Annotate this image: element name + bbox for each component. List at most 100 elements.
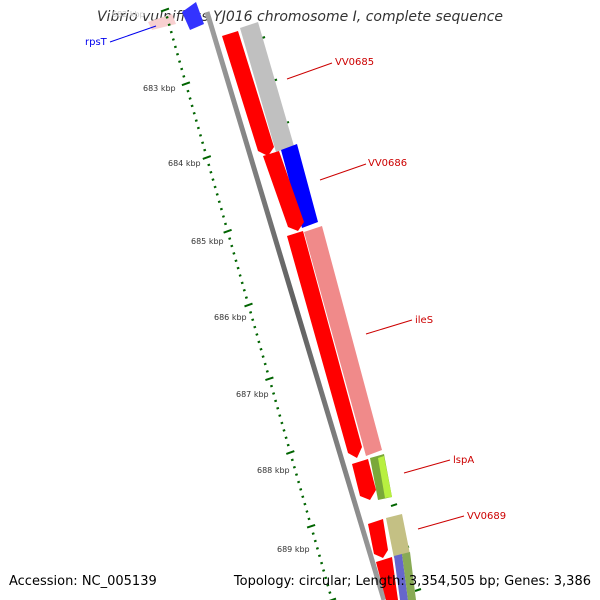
ruler-minor-tick (249, 311, 253, 314)
ruler-minor-tick (280, 421, 284, 425)
ruler-minor-tick (219, 207, 223, 211)
ruler-minor-tick (284, 436, 288, 440)
ruler-minor-tick (236, 266, 240, 270)
ruler-major-tick (285, 450, 295, 455)
ruler-label-682: 682 kbp (112, 10, 145, 19)
ruler-minor-tick (240, 281, 244, 285)
ruler-minor-tick (171, 38, 175, 41)
ruler-major-tick (265, 376, 274, 382)
ruler-minor-tick (301, 495, 305, 499)
ruler-minor-tick (320, 561, 324, 565)
ruler-major-tick (306, 523, 316, 529)
rpsT-callout-line (109, 25, 157, 43)
VV0686-arrow (263, 151, 304, 231)
ruler-minor-tick (322, 569, 326, 572)
top-fragment: 682 kbp (112, 2, 204, 30)
ruler-minor-tick (328, 591, 332, 594)
ruler-minor-tick (303, 502, 307, 506)
ruler-minor-tick (272, 392, 276, 395)
cds-track (222, 31, 398, 600)
ruler-minor-tick (274, 399, 278, 403)
ruler-minor-tick (261, 355, 265, 358)
ruler-minor-tick (242, 288, 246, 292)
ruler-minor-tick (169, 30, 173, 34)
ruler-minor-tick (182, 75, 186, 78)
VV0689-callout-line (417, 515, 465, 530)
ruler-minor-tick (315, 547, 319, 550)
ruler-minor-tick (196, 126, 200, 130)
ruler-minor-tick (282, 429, 286, 432)
ruler-minor-tick (326, 583, 330, 587)
ruler-minor-tick (299, 488, 303, 491)
ruler-major-tick (244, 302, 253, 308)
ruler-minor-tick (213, 185, 217, 189)
lspA-callout-line (403, 459, 451, 474)
ruler-major-tick (328, 597, 337, 600)
ruler-label-686: 686 kbp (214, 313, 247, 322)
ruler-label-687: 687 kbp (236, 390, 269, 399)
next-cds-arrow (376, 557, 398, 600)
ileS-callout-line (365, 319, 413, 335)
outer-track-tick (414, 588, 422, 592)
ruler-minor-tick (276, 406, 280, 410)
ruler-minor-tick (294, 473, 299, 476)
next-feature-green (402, 552, 416, 600)
ruler-minor-tick (292, 465, 296, 469)
gene-label-rpsT: rpsT (85, 37, 108, 48)
ruler-minor-tick (201, 141, 205, 145)
VV0686-callout-line (319, 163, 367, 181)
ruler-minor-tick (244, 296, 248, 299)
next-feature-blue (394, 554, 408, 600)
ruler-minor-tick (167, 23, 171, 27)
ruler-minor-tick (173, 45, 177, 49)
topology-stats-text: Topology: circular; Length: 3,354,505 bp… (233, 574, 591, 589)
ruler-minor-tick (209, 170, 213, 174)
ruler-minor-tick (311, 532, 315, 535)
ruler-minor-tick (263, 362, 267, 366)
ruler-minor-tick (165, 16, 169, 19)
ruler-minor-tick (253, 325, 257, 329)
ruler-minor-tick (269, 384, 274, 388)
ruler-minor-tick (175, 52, 180, 56)
ruler-minor-tick (178, 60, 182, 63)
feature-track-outer (240, 22, 416, 600)
ruler-minor-tick (290, 458, 294, 462)
ruler-minor-tick (198, 134, 203, 137)
ruler-minor-tick (192, 111, 196, 115)
lspA-arrow (352, 459, 376, 500)
ruler-minor-tick (223, 222, 228, 226)
ruler-minor-tick (215, 193, 219, 196)
VV0685-arrow (222, 31, 274, 156)
VV0689-feature (386, 514, 410, 558)
ruler-minor-tick (194, 119, 198, 122)
ileS-arrow (287, 231, 362, 458)
ruler-minor-tick (188, 97, 192, 100)
ruler-minor-tick (180, 67, 184, 71)
accession-text: Accession: NC_005139 (9, 574, 157, 589)
ruler-minor-tick (297, 480, 301, 484)
ruler-minor-tick (238, 274, 242, 277)
VV0689-arrow (368, 519, 388, 558)
ruler-label-688: 688 kbp (257, 466, 290, 475)
gene-labels: rpsT VV0685 VV0686 ileS lspA VV0689 (85, 37, 506, 522)
ruler-minor-tick (203, 148, 207, 152)
ruler-minor-tick (217, 200, 221, 204)
gene-label-VV0685: VV0685 (335, 57, 374, 68)
gene-label-VV0686: VV0686 (368, 158, 407, 169)
ruler-minor-tick (190, 104, 194, 108)
ruler-minor-tick (230, 244, 234, 248)
ruler-major-tick (202, 155, 212, 160)
ruler-minor-tick (317, 554, 322, 558)
VV0686-feature (281, 144, 318, 228)
ruler-minor-tick (228, 237, 232, 240)
backbone (204, 11, 387, 600)
VV0685-callout-line (286, 62, 333, 80)
ruler-major-tick (160, 7, 170, 13)
VV0685-feature (240, 22, 294, 152)
ruler-minor-tick (211, 178, 215, 181)
ruler-minor-tick (257, 340, 261, 344)
ruler-minor-tick (265, 370, 269, 373)
ruler-minor-tick (305, 510, 309, 513)
gene-label-ileS: ileS (415, 315, 433, 326)
